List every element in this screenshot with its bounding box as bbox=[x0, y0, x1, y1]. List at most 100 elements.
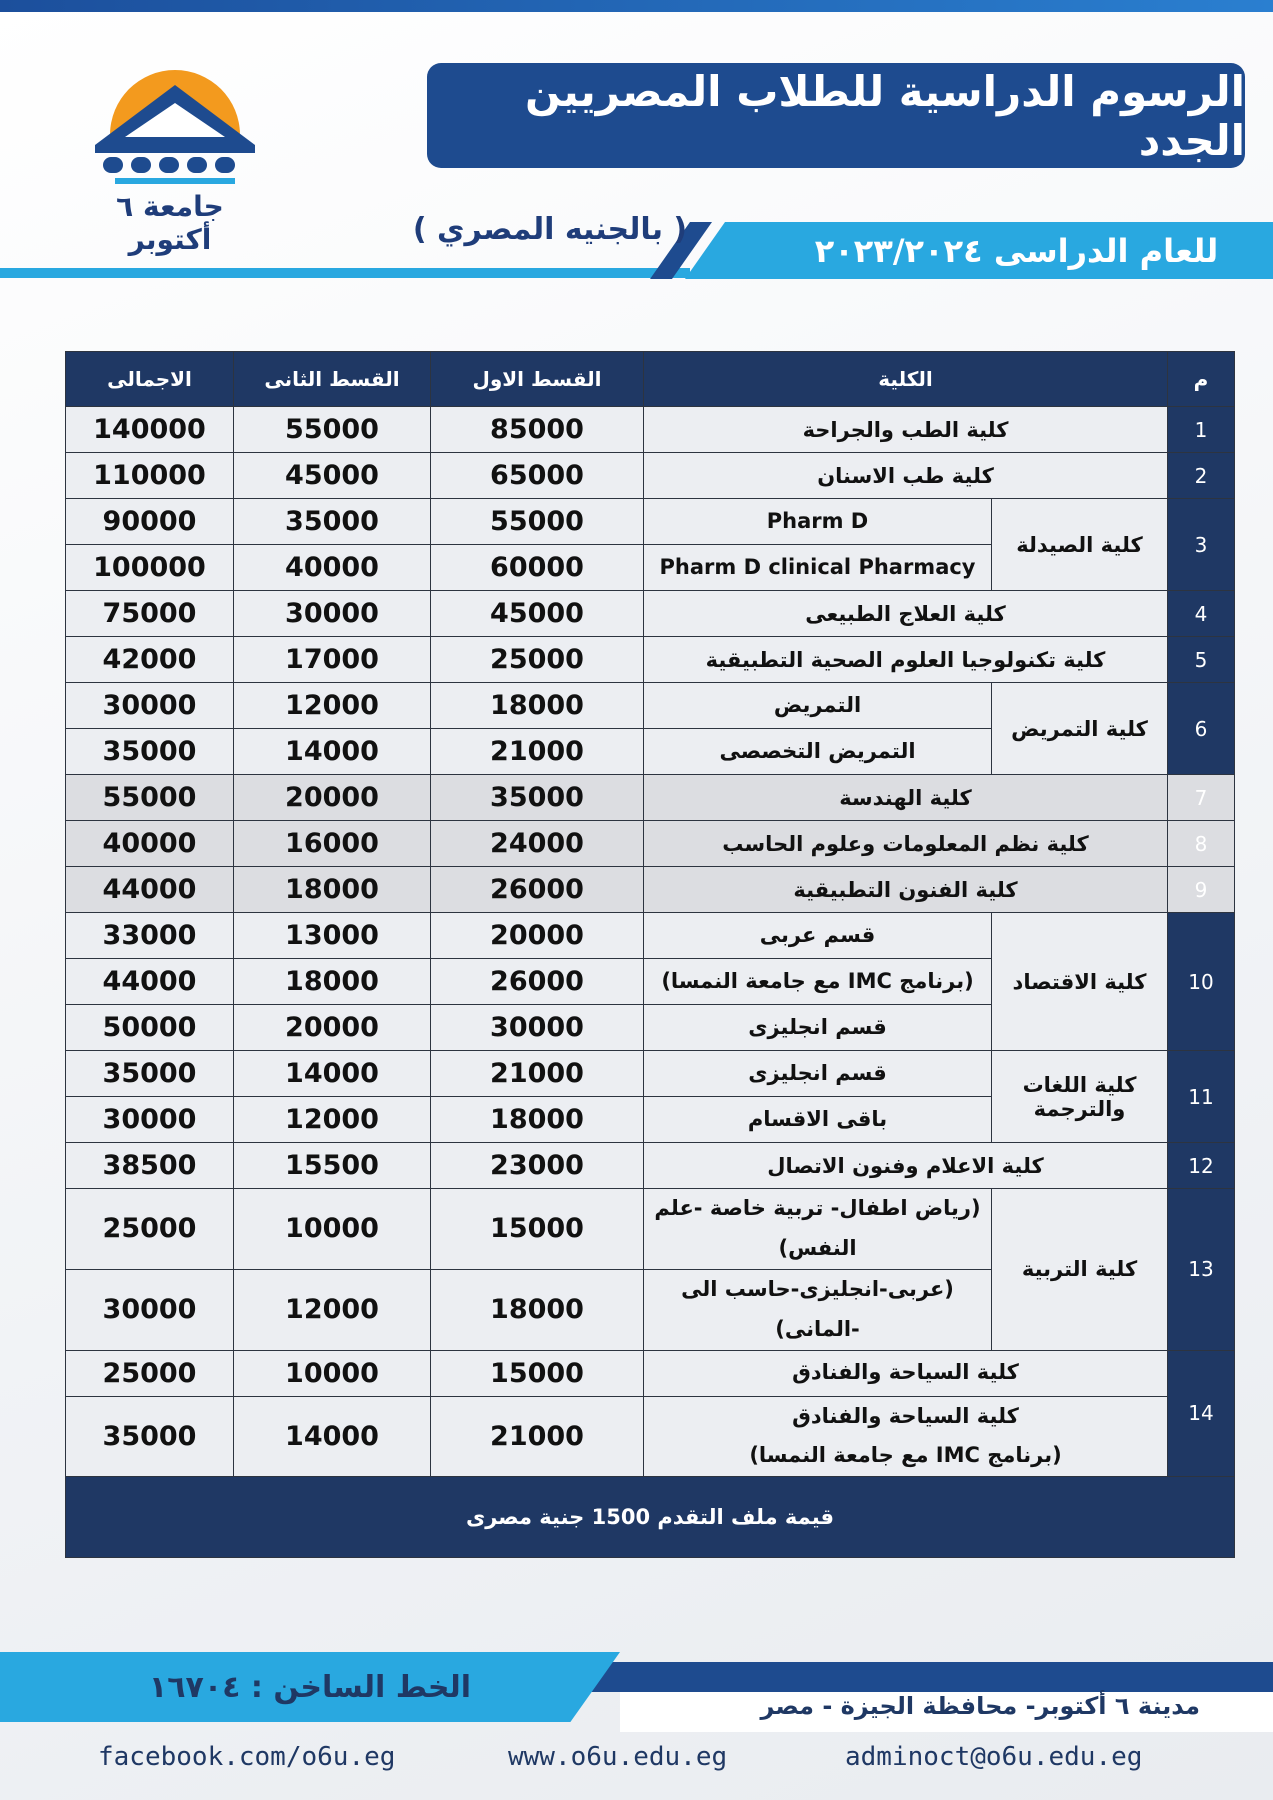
fee-first: 30000 bbox=[430, 1004, 644, 1051]
fee-total: 35000 bbox=[65, 728, 234, 775]
fee-second: 35000 bbox=[233, 498, 431, 545]
fee-first: 18000 bbox=[430, 1096, 644, 1143]
faculty: كلية الفنون التطبيقية bbox=[642, 866, 1169, 913]
program: (عربى-انجليزى-حاسب الى -المانى) bbox=[642, 1268, 993, 1351]
fee-row: 12 كلية الاعلام وفنون الاتصال 23000 15500 38… bbox=[65, 1142, 1236, 1189]
program: كلية السياحة والفنادق bbox=[642, 1349, 1169, 1397]
year-band bbox=[685, 222, 1273, 279]
fee-row: 1 كلية الطب والجراحة 85000 55000 140000 bbox=[65, 406, 1236, 453]
academic-year: للعام الدراسى ٢٠٢٣/٢٠٢٤ bbox=[814, 231, 1219, 270]
fee-total: 30000 bbox=[65, 1096, 234, 1143]
note-row: قيمة ملف التقدم 1500 جنية مصرى bbox=[64, 1476, 1236, 1559]
faculty: كلية طب الاسنان bbox=[642, 452, 1169, 499]
logo bbox=[95, 70, 255, 184]
fee-second: 10000 bbox=[233, 1188, 431, 1270]
stripe bbox=[650, 222, 712, 279]
logo-beam bbox=[95, 145, 255, 153]
header-line bbox=[0, 268, 690, 278]
fee-first: 23000 bbox=[430, 1142, 644, 1189]
fee-total: 30000 bbox=[65, 682, 234, 729]
fee-first: 35000 bbox=[430, 774, 644, 821]
fee-row: 4 كلية العلاج الطبيعى 45000 30000 75000 bbox=[65, 590, 1236, 637]
fee-second: 12000 bbox=[233, 1096, 431, 1143]
fee-first: 21000 bbox=[430, 728, 644, 775]
fee-second: 20000 bbox=[233, 1004, 431, 1051]
fee-second: 30000 bbox=[233, 590, 431, 637]
fee-second: 20000 bbox=[233, 774, 431, 821]
header-band bbox=[650, 222, 1273, 279]
fee-total: 44000 bbox=[65, 958, 234, 1005]
row-number: 4 bbox=[1167, 590, 1236, 637]
fee-total: 42000 bbox=[65, 636, 234, 683]
row-number: 11 bbox=[1167, 1050, 1236, 1143]
fee-row: 11 كلية اللغات والترجمة قسم انجليزى 21000 14… bbox=[65, 1050, 1236, 1143]
fee-second: 12000 bbox=[233, 682, 431, 729]
column-header: الكلية bbox=[642, 351, 1169, 407]
fee-second: 15500 bbox=[233, 1142, 431, 1189]
row-number: 13 bbox=[1167, 1188, 1236, 1351]
row-number: 3 bbox=[1167, 498, 1236, 591]
fee-total: 140000 bbox=[65, 406, 234, 453]
program: (رياض اطفال- تربية خاصة -علم النفس) bbox=[642, 1188, 993, 1270]
fee-first: 26000 bbox=[430, 866, 644, 913]
table-body: 1 كلية الطب والجراحة 85000 55000 140000 2 كلية… bbox=[65, 406, 1236, 1478]
row-number: 10 bbox=[1167, 912, 1236, 1051]
address: مدينة ٦ أكتوبر- محافظة الجيزة - مصر bbox=[760, 1692, 1200, 1720]
fee-first: 85000 bbox=[430, 406, 644, 453]
fee-first: 65000 bbox=[430, 452, 644, 499]
fee-total: 25000 bbox=[65, 1188, 234, 1270]
fee-first: 18000 bbox=[430, 1268, 644, 1351]
top-bar bbox=[0, 0, 1273, 12]
fee-total: 90000 bbox=[65, 498, 234, 545]
faculty: كلية نظم المعلومات وعلوم الحاسب bbox=[642, 820, 1169, 867]
fee-first: 20000 bbox=[430, 912, 644, 959]
fee-total: 110000 bbox=[65, 452, 234, 499]
fee-second: 40000 bbox=[233, 544, 431, 591]
fee-first: 45000 bbox=[430, 590, 644, 637]
fee-second: 18000 bbox=[233, 958, 431, 1005]
title: الرسوم الدراسية للطلاب المصريين الجدد bbox=[427, 63, 1245, 168]
currency-note: ( بالجنيه المصري ) bbox=[412, 212, 688, 247]
fee-total: 35000 bbox=[65, 1050, 234, 1097]
university-name: جامعة ٦ أكتوبر bbox=[116, 190, 224, 256]
email: adminoct@o6u.edu.eg bbox=[845, 1742, 1143, 1772]
logo-columns bbox=[103, 157, 235, 173]
fee-first: 21000 bbox=[430, 1395, 644, 1478]
fee-second: 17000 bbox=[233, 636, 431, 683]
fee-first: 18000 bbox=[430, 682, 644, 729]
column-header: م bbox=[1167, 351, 1236, 407]
fee-row: 5 كلية تكنولوجيا العلوم الصحية التطبيقية 2… bbox=[65, 636, 1236, 683]
fee-total: 40000 bbox=[65, 820, 234, 867]
fee-second: 16000 bbox=[233, 820, 431, 867]
fee-first: 15000 bbox=[430, 1188, 644, 1270]
fee-second: 14000 bbox=[233, 1050, 431, 1097]
hotline: الخط الساخن : ١٦٧٠٤ bbox=[0, 1652, 620, 1722]
program: باقى الاقسام bbox=[642, 1096, 993, 1143]
row-number: 6 bbox=[1167, 682, 1236, 775]
row-number: 1 bbox=[1167, 406, 1236, 453]
fee-first: 15000 bbox=[430, 1349, 644, 1397]
program: التمريض bbox=[642, 682, 993, 729]
faculty: كلية العلاج الطبيعى bbox=[642, 590, 1169, 637]
logo-roof-inner bbox=[125, 103, 225, 137]
fee-row: Pharm D clinical Pharmacy 60000 40000 10000… bbox=[65, 544, 1235, 591]
faculty: كلية التربية bbox=[991, 1188, 1169, 1351]
row-number: 8 bbox=[1167, 820, 1236, 867]
fee-second: 14000 bbox=[233, 1395, 431, 1478]
fee-first: 55000 bbox=[430, 498, 644, 545]
facebook: facebook.com/o6u.eg bbox=[98, 1742, 396, 1772]
fee-first: 26000 bbox=[430, 958, 644, 1005]
row-number: 12 bbox=[1167, 1142, 1236, 1189]
program: قسم عربى bbox=[642, 912, 993, 959]
program: (برنامج IMC مع جامعة النمسا) bbox=[642, 958, 993, 1005]
fee-row: 13 كلية التربية (رياض اطفال- تربية خاصة -ع… bbox=[65, 1188, 1236, 1351]
fee-total: 100000 bbox=[65, 544, 234, 591]
row-number: 14 bbox=[1167, 1349, 1236, 1478]
fee-second: 55000 bbox=[233, 406, 431, 453]
fee-row: التمريض التخصصى 21000 14000 35000 bbox=[65, 728, 1235, 775]
fee-row: قسم انجليزى 30000 20000 50000 bbox=[65, 1004, 1235, 1051]
fee-total: 50000 bbox=[65, 1004, 234, 1051]
fee-first: 25000 bbox=[430, 636, 644, 683]
fee-row: 2 كلية طب الاسنان 65000 45000 110000 bbox=[65, 452, 1236, 499]
